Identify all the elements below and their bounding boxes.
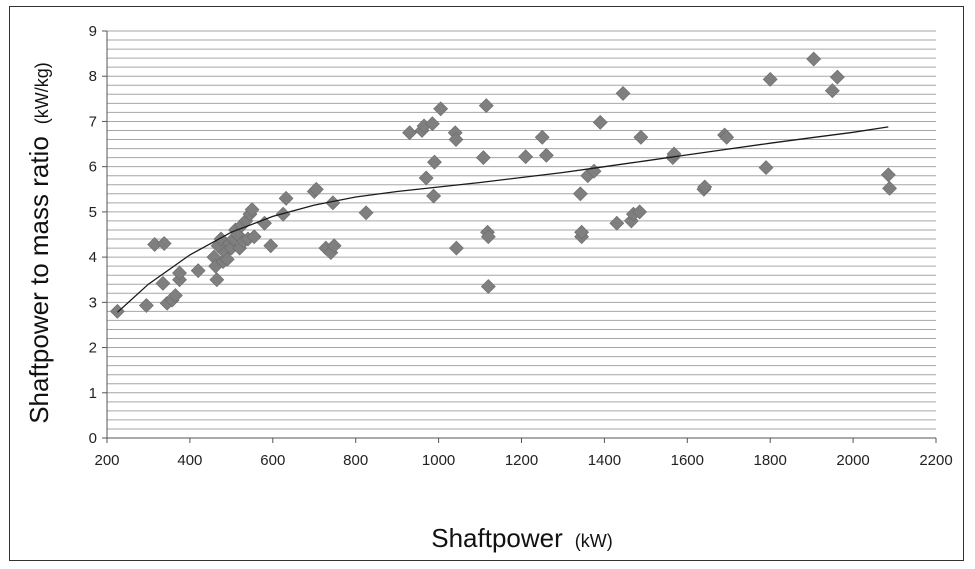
x-tick-label: 1400 <box>588 452 621 469</box>
data-point <box>427 154 442 170</box>
data-point <box>426 188 442 204</box>
data-point <box>758 160 774 175</box>
data-point <box>263 238 279 254</box>
data-point <box>190 263 206 279</box>
data-points <box>109 51 898 319</box>
data-point <box>326 238 342 254</box>
data-point <box>244 202 260 218</box>
x-tick-label: 2200 <box>919 452 952 469</box>
x-tick-label: 400 <box>177 452 202 469</box>
data-point <box>719 129 735 145</box>
data-point <box>308 181 324 197</box>
y-tick-labels: 0 1 2 3 4 5 6 7 8 9 <box>89 23 97 447</box>
data-point <box>824 83 840 99</box>
data-point <box>697 179 713 195</box>
data-point <box>155 275 171 291</box>
y-tick-label: 5 <box>89 204 97 221</box>
data-point <box>278 190 294 206</box>
data-point <box>219 251 235 267</box>
data-point <box>806 51 822 67</box>
data-point <box>138 298 154 313</box>
x-tick-label: 1200 <box>505 452 538 469</box>
data-point <box>156 236 172 251</box>
data-point <box>448 240 464 256</box>
data-point <box>538 147 554 163</box>
x-tick-label: 600 <box>260 452 285 469</box>
axes <box>102 30 937 443</box>
trendline-group <box>116 126 889 313</box>
y-tick-label: 3 <box>89 294 97 311</box>
x-tick-label: 2000 <box>836 452 869 469</box>
x-tick-label: 1000 <box>422 452 455 469</box>
data-point <box>829 69 845 85</box>
x-tick-label: 200 <box>94 452 119 469</box>
data-point <box>518 149 534 165</box>
grid <box>107 30 936 439</box>
data-point <box>167 288 183 303</box>
data-point <box>448 132 464 147</box>
y-tick-label: 8 <box>89 68 97 85</box>
x-tick-labels: 200 400 600 800 1000 1200 1400 1600 1800 2000 2200 <box>94 452 952 469</box>
data-point <box>632 204 648 220</box>
data-point <box>209 272 225 288</box>
scatter-chart: 200 400 600 800 1000 1200 1400 1600 1800 2000 2200… <box>24 23 953 553</box>
x-tick-label: 1600 <box>671 452 704 469</box>
data-point <box>609 215 625 231</box>
y-tick-label: 7 <box>89 113 97 130</box>
y-tick-label: 2 <box>89 340 97 357</box>
y-tick-label: 0 <box>89 430 97 447</box>
y-tick-label: 9 <box>89 23 97 40</box>
data-point <box>424 116 440 132</box>
data-point <box>880 167 896 183</box>
y-axis-title: Shaftpower to mass ratio(kW/kg) <box>24 62 54 424</box>
data-point <box>433 101 449 117</box>
x-tick-label: 800 <box>343 452 368 469</box>
data-point <box>592 114 608 130</box>
chart-frame: 200 400 600 800 1000 1200 1400 1600 1800 2000 2200… <box>9 6 964 561</box>
x-tick-label: 1800 <box>754 452 787 469</box>
data-point <box>109 303 125 319</box>
data-point <box>418 170 434 186</box>
data-point <box>574 224 590 240</box>
data-point <box>882 180 898 196</box>
data-point <box>633 129 649 145</box>
data-point <box>478 98 494 114</box>
data-point <box>615 85 631 101</box>
x-axis-title: Shaftpower (kW) <box>431 523 613 553</box>
data-point <box>172 265 187 281</box>
data-point <box>246 229 262 245</box>
y-tick-label: 4 <box>89 249 97 266</box>
data-point <box>534 129 550 145</box>
data-point <box>572 186 588 202</box>
y-tick-label: 6 <box>89 159 97 176</box>
y-tick-label: 1 <box>89 385 97 402</box>
data-point <box>762 71 778 87</box>
data-point <box>358 205 374 221</box>
data-point <box>480 279 496 294</box>
trendline <box>116 126 889 313</box>
data-point <box>480 229 496 245</box>
data-point <box>475 150 491 166</box>
data-point <box>402 125 418 141</box>
